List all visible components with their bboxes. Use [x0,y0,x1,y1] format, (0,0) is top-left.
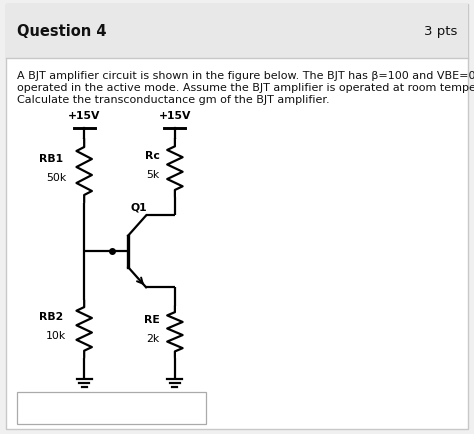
Text: 3 pts: 3 pts [424,25,457,38]
Text: RB1: RB1 [39,154,64,164]
Text: A BJT amplifier circuit is shown in the figure below. The BJT has β=100 and VBE=: A BJT amplifier circuit is shown in the … [17,71,474,81]
Text: Rc: Rc [145,151,160,161]
Text: Q1: Q1 [131,202,147,212]
Text: RB2: RB2 [39,311,64,321]
Text: 2k: 2k [146,333,160,343]
Text: Calculate the transconductance gm of the BJT amplifier.: Calculate the transconductance gm of the… [17,95,329,105]
Text: +15V: +15V [68,111,100,121]
Text: 10k: 10k [46,330,66,340]
Text: RE: RE [144,314,160,324]
Text: operated in the active mode. Assume the BJT amplifier is operated at room temper: operated in the active mode. Assume the … [17,83,474,93]
Text: Question 4: Question 4 [17,24,106,39]
Text: 50k: 50k [46,172,66,182]
Text: 5k: 5k [146,170,160,179]
Text: +15V: +15V [159,111,191,121]
